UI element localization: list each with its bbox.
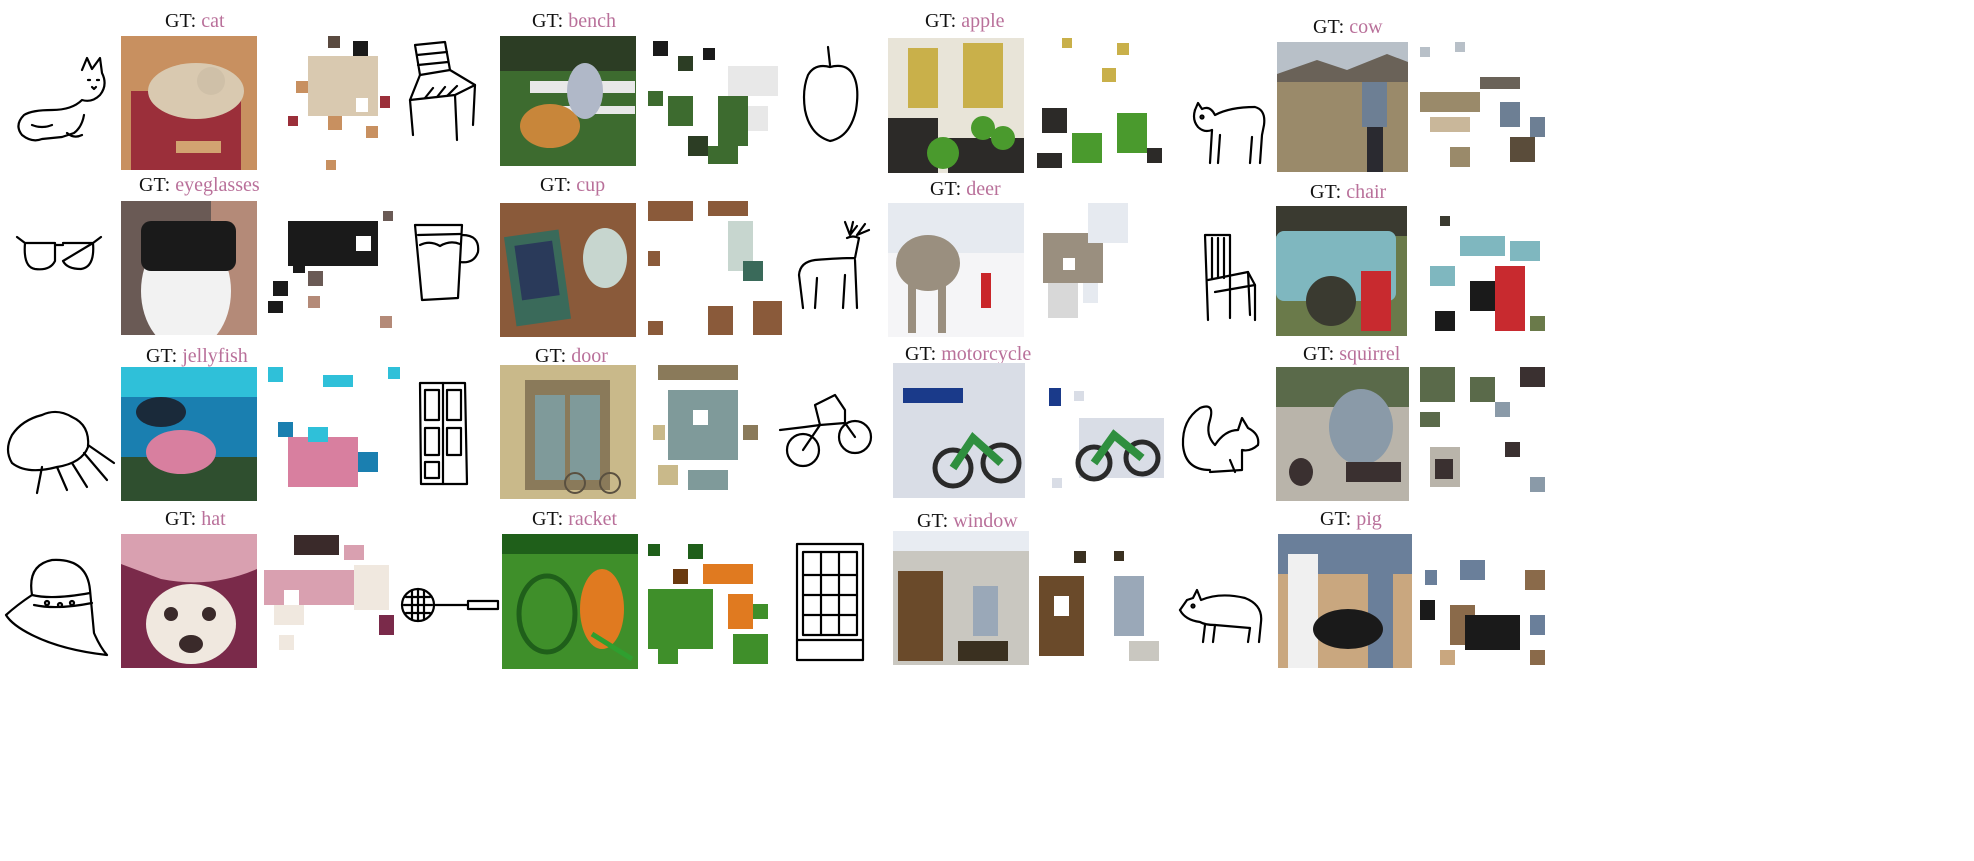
chair-sketch-icon — [1200, 230, 1258, 322]
jellyfish-sketch-icon — [2, 405, 117, 495]
gt-caption-cow: GT: cow — [1313, 16, 1383, 38]
masked-photo-window — [1034, 531, 1168, 665]
photo-hat — [121, 534, 257, 668]
photo-pig — [1278, 534, 1412, 668]
hat-sketch-icon — [2, 555, 110, 660]
masked-photo-cow — [1420, 42, 1551, 172]
photo-bench — [500, 36, 636, 166]
masked-photo-cat — [268, 36, 402, 170]
photo-jellyfish — [121, 367, 257, 501]
gt-caption-window: GT: window — [917, 510, 1018, 532]
racket-sketch-icon — [398, 585, 500, 625]
cow-sketch-icon — [1190, 95, 1268, 165]
window-sketch-icon — [793, 540, 867, 665]
cup-sketch-icon — [410, 220, 482, 302]
motorcycle-sketch-icon — [775, 385, 875, 470]
photo-apple — [888, 38, 1024, 173]
photo-cup — [500, 203, 636, 337]
masked-photo-cup — [648, 201, 782, 335]
masked-photo-pig — [1420, 535, 1554, 669]
bench-sketch-icon — [405, 40, 483, 145]
gt-caption-racket: GT: racket — [532, 508, 618, 530]
masked-photo-jellyfish — [268, 367, 402, 501]
gt-caption-bench: GT: bench — [532, 10, 616, 32]
masked-photo-deer — [1033, 203, 1167, 337]
gt-caption-apple: GT: apple — [925, 10, 1005, 32]
masked-photo-motorcycle — [1034, 363, 1168, 498]
gt-caption-squirrel: GT: squirrel — [1303, 343, 1401, 365]
eyeglasses-sketch-icon — [15, 235, 103, 273]
photo-cat — [121, 36, 257, 170]
gt-caption-cup: GT: cup — [540, 174, 606, 196]
gt-caption-motorcycle: GT: motorcycle — [905, 343, 1032, 365]
photo-eyeglasses — [121, 201, 257, 335]
photo-squirrel — [1276, 367, 1409, 501]
masked-photo-apple — [1032, 38, 1166, 173]
masked-photo-racket — [648, 534, 782, 669]
apple-sketch-icon — [800, 45, 860, 145]
photo-window — [893, 531, 1029, 665]
gt-caption-hat: GT: hat — [165, 508, 226, 530]
photo-racket — [502, 534, 638, 669]
masked-photo-squirrel — [1420, 367, 1553, 501]
masked-photo-bench — [648, 36, 782, 166]
photo-deer — [888, 203, 1024, 337]
photo-door — [500, 365, 636, 499]
door-sketch-icon — [415, 380, 471, 486]
photo-cow — [1277, 42, 1408, 172]
gt-caption-eyeglasses: GT: eyeglasses — [139, 174, 260, 196]
photo-motorcycle — [893, 363, 1025, 498]
gt-caption-jellyfish: GT: jellyfish — [146, 345, 248, 367]
deer-sketch-icon — [795, 220, 875, 312]
gt-caption-deer: GT: deer — [930, 178, 1001, 200]
masked-photo-chair — [1420, 206, 1551, 336]
squirrel-sketch-icon — [1180, 400, 1265, 480]
gt-caption-chair: GT: chair — [1310, 181, 1387, 203]
masked-photo-hat — [264, 535, 398, 669]
photo-chair — [1276, 206, 1407, 336]
pig-sketch-icon — [1175, 580, 1267, 645]
gt-caption-cat: GT: cat — [165, 10, 225, 32]
masked-photo-door — [648, 365, 782, 499]
gt-caption-pig: GT: pig — [1320, 508, 1382, 530]
gt-caption-door: GT: door — [535, 345, 608, 367]
masked-photo-eyeglasses — [268, 201, 402, 335]
cat-sketch-icon — [12, 55, 112, 150]
